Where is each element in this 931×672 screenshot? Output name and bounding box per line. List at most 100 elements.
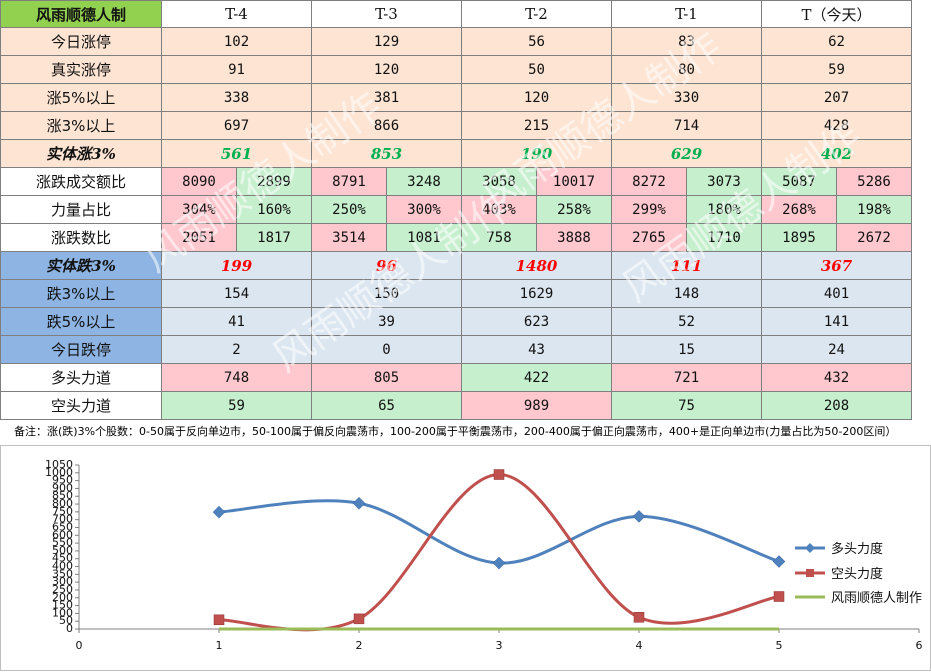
- table-cell: 748: [162, 364, 312, 392]
- table-cell: 402: [762, 140, 912, 168]
- table-cell: 721: [612, 364, 762, 392]
- table-cell: 59: [762, 56, 912, 84]
- table-cell: 207: [762, 84, 912, 112]
- table-cell: 8272: [612, 168, 687, 196]
- y-tick-label: 850: [52, 489, 73, 502]
- table-cell: 24: [762, 336, 912, 364]
- table-cell: 300%: [387, 196, 462, 224]
- data-point: [213, 614, 225, 626]
- row-label: 今日跌停: [0, 336, 162, 364]
- row-label: 跌5%以上: [0, 308, 162, 336]
- table-cell: 989: [462, 392, 612, 420]
- y-tick-label: 50: [59, 614, 73, 627]
- table-cell: 2672: [837, 224, 912, 252]
- table-cell: 250%: [312, 196, 387, 224]
- row-label: 多头力道: [0, 364, 162, 392]
- y-tick-label: 1000: [45, 466, 73, 479]
- table-cell: 401: [762, 280, 912, 308]
- table-cell: 8791: [312, 168, 387, 196]
- y-tick-label: 0: [66, 622, 73, 635]
- table-cell: 338: [162, 84, 312, 112]
- table-cell: 403%: [462, 196, 537, 224]
- table-cell: 215: [462, 112, 612, 140]
- table-cell: 3058: [462, 168, 537, 196]
- row-label: 涨跌数比: [0, 224, 162, 252]
- data-point: [212, 505, 226, 519]
- legend-entry: 风雨顺德人制作: [831, 591, 922, 606]
- footnote: 备注：涨(跌)3%个股数：0-50属于反向单边市，50-100属于偏反向震荡市，…: [14, 425, 897, 438]
- data-point: [633, 612, 645, 623]
- y-tick-label: 200: [52, 591, 73, 604]
- table-cell: 91: [162, 56, 312, 84]
- table-cell: 39: [312, 308, 462, 336]
- table-cell: 561: [162, 140, 312, 168]
- legend-entry: 空头力度: [831, 566, 883, 582]
- row-label: 今日涨停: [0, 28, 162, 56]
- chart-frame: [0, 445, 931, 671]
- data-point: [353, 613, 365, 625]
- table-cell: 304%: [162, 196, 237, 224]
- row-label: 跌3%以上: [0, 280, 162, 308]
- y-tick-label: 1050: [45, 458, 73, 471]
- table-cell: 299%: [612, 196, 687, 224]
- table-cell: 3514: [312, 224, 387, 252]
- row-label: 涨5%以上: [0, 84, 162, 112]
- y-tick-label: 750: [52, 505, 73, 518]
- table-cell: 15: [612, 336, 762, 364]
- table-cell: 160%: [237, 196, 312, 224]
- table-cell: 5087: [762, 168, 837, 196]
- y-tick-label: 450: [52, 552, 73, 565]
- legend-marker: [805, 543, 815, 553]
- table-cell: 10017: [537, 168, 612, 196]
- table-cell: 120: [462, 84, 612, 112]
- table-cell: 199: [162, 252, 312, 280]
- y-tick-label: 150: [52, 599, 73, 612]
- column-header: T-3: [312, 0, 462, 28]
- x-tick-label: 3: [496, 639, 503, 652]
- table-cell: 59: [162, 392, 312, 420]
- y-tick-label: 250: [52, 583, 73, 596]
- y-tick-label: 100: [52, 606, 73, 619]
- legend-marker: [806, 569, 814, 577]
- table-cell: 758: [462, 224, 537, 252]
- row-label: 涨跌成交额比: [0, 168, 162, 196]
- x-tick-label: 0: [76, 639, 83, 652]
- table-cell: 5286: [837, 168, 912, 196]
- data-point: [773, 591, 785, 602]
- table-cell: 2051: [162, 224, 237, 252]
- x-tick-label: 1: [216, 639, 223, 652]
- table-cell: 629: [612, 140, 762, 168]
- table-cell: 62: [762, 28, 912, 56]
- table-cell: 623: [462, 308, 612, 336]
- table-cell: 180%: [687, 196, 762, 224]
- row-label: 实体跌3%: [0, 252, 162, 280]
- table-cell: 268%: [762, 196, 837, 224]
- table-cell: 258%: [537, 196, 612, 224]
- table-cell: 50: [462, 56, 612, 84]
- data-point: [632, 510, 646, 523]
- table-cell: 43: [462, 336, 612, 364]
- y-tick-label: 950: [52, 474, 73, 487]
- table-cell: 120: [312, 56, 462, 84]
- table-cell: 141: [762, 308, 912, 336]
- y-tick-label: 700: [52, 513, 73, 526]
- table-cell: 0: [312, 336, 462, 364]
- y-tick-label: 300: [52, 575, 73, 588]
- y-tick-label: 550: [52, 536, 73, 549]
- table-cell: 2899: [237, 168, 312, 196]
- y-tick-label: 350: [52, 567, 73, 580]
- table-cell: 8090: [162, 168, 237, 196]
- table-cell: 1629: [462, 280, 612, 308]
- table-cell: 432: [762, 364, 912, 392]
- x-tick-label: 5: [776, 639, 783, 652]
- table-cell: 1081: [387, 224, 462, 252]
- table-cell: 330: [612, 84, 762, 112]
- table-cell: 65: [312, 392, 462, 420]
- table-cell: 111: [612, 252, 762, 280]
- data-point: [772, 555, 786, 568]
- table-cell: 367: [762, 252, 912, 280]
- table-cell: 129: [312, 28, 462, 56]
- y-tick-label: 900: [52, 481, 73, 494]
- table-cell: 56: [462, 28, 612, 56]
- x-tick-label: 6: [916, 639, 923, 652]
